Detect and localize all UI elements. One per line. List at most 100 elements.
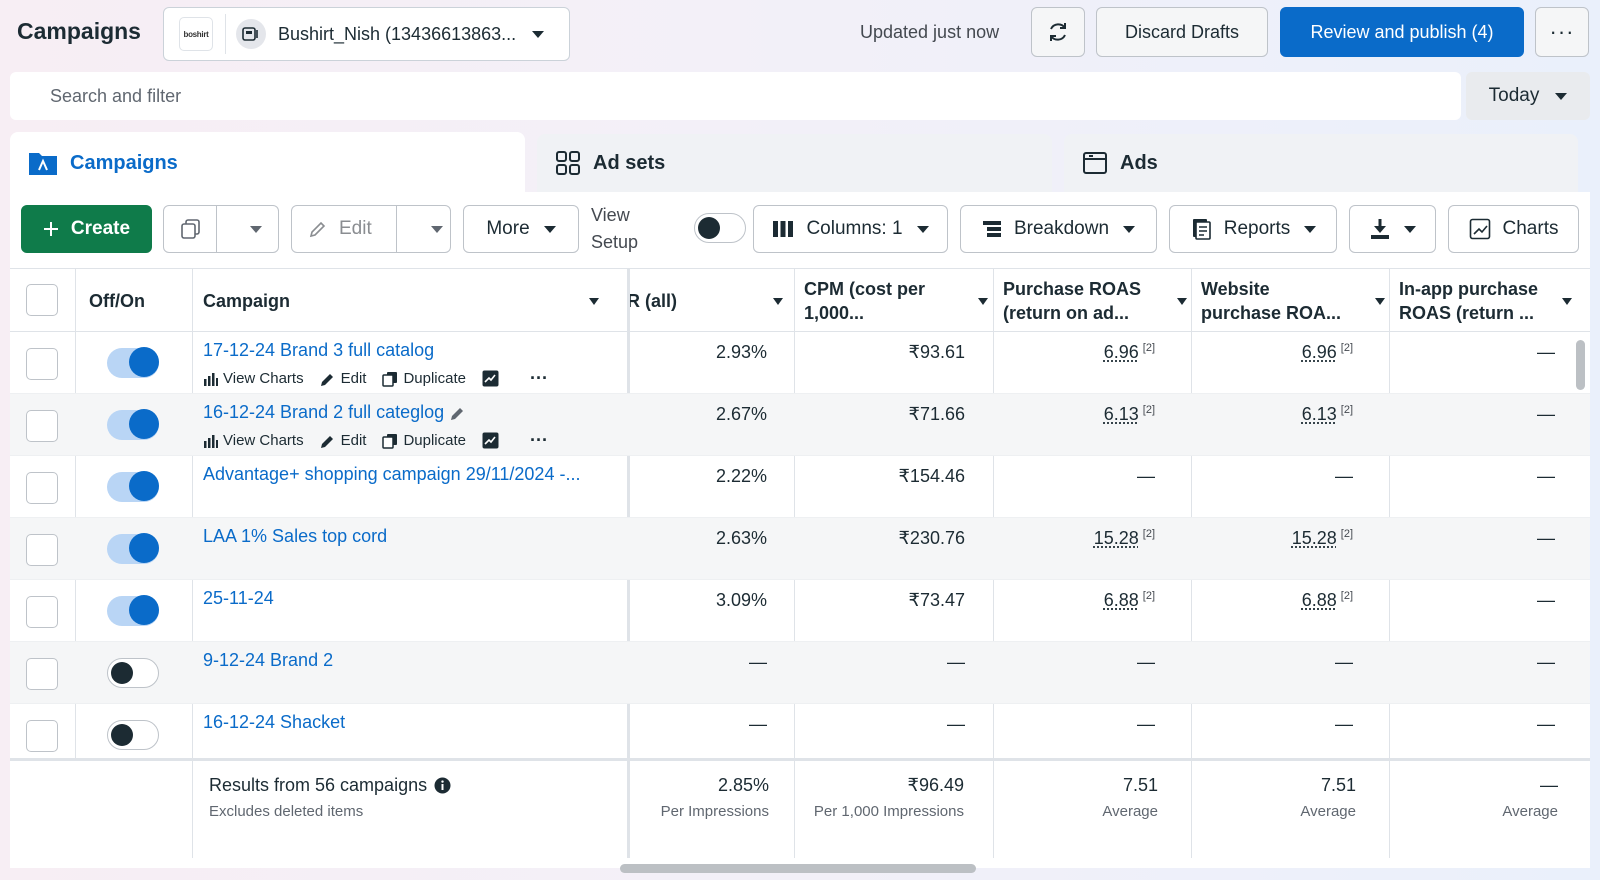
cell-inapp-roas: —	[1537, 714, 1555, 734]
open-insights-action[interactable]	[482, 370, 504, 387]
table-row[interactable]: Advantage+ shopping campaign 29/11/2024 …	[10, 456, 1590, 518]
horizontal-scrollbar[interactable]	[620, 864, 976, 873]
table-row[interactable]: 16-12-24 Shacket — — — — —	[10, 704, 1590, 766]
search-filter-bar[interactable]: Search and filter	[10, 72, 1461, 120]
reports-dropdown[interactable]: Reports	[1169, 205, 1337, 253]
campaign-toggle[interactable]	[107, 720, 159, 750]
campaign-name-link[interactable]: 16-12-24 Brand 2 full categlog	[203, 402, 466, 423]
col-header-ctr[interactable]: R (all)	[627, 269, 797, 333]
discard-drafts-button[interactable]: Discard Drafts	[1096, 7, 1268, 57]
cell-purchase-roas: 15.28 [2]	[1094, 528, 1155, 549]
footnote-marker: [2]	[1340, 404, 1353, 416]
grid-icon	[555, 150, 581, 176]
footnote-marker: [2]	[1340, 528, 1353, 540]
account-selector[interactable]: boshirt Bushirt_Nish (13436613863...	[163, 7, 570, 61]
row-checkbox[interactable]	[26, 472, 58, 504]
duplicate-action[interactable]: Duplicate	[382, 432, 466, 449]
column-divider	[75, 268, 76, 758]
row-checkbox[interactable]	[26, 534, 58, 566]
open-insights-action[interactable]	[482, 432, 504, 449]
footnote-marker: [2]	[1340, 590, 1353, 602]
pencil-icon	[309, 221, 326, 238]
breakdown-label: Breakdown	[1013, 218, 1110, 239]
col-header-cpm-line2: 1,000...	[804, 303, 865, 323]
col-header-wroas-line1: Website	[1201, 279, 1270, 299]
campaign-name-link[interactable]: 16-12-24 Shacket	[203, 712, 346, 732]
breakdown-dropdown[interactable]: Breakdown	[960, 205, 1157, 253]
col-header-campaign[interactable]: Campaign	[203, 269, 613, 333]
pencil-icon[interactable]	[450, 405, 466, 421]
cell-ctr: 3.09%	[715, 590, 767, 610]
charts-button[interactable]: Charts	[1448, 205, 1579, 253]
duplicate-action[interactable]: Duplicate	[382, 370, 466, 387]
campaign-name-link[interactable]: Advantage+ shopping campaign 29/11/2024 …	[203, 464, 581, 484]
table-row[interactable]: 16-12-24 Brand 2 full categlog View Char…	[10, 394, 1590, 456]
edit-action[interactable]: Edit	[320, 370, 366, 387]
export-dropdown[interactable]	[1349, 205, 1436, 253]
cell-inapp-roas: —	[1537, 652, 1555, 672]
tab-campaigns[interactable]: Campaigns	[10, 132, 525, 194]
more-dropdown[interactable]: More	[463, 205, 579, 253]
summary-website-roas: 7.51	[1320, 775, 1356, 795]
date-range-dropdown[interactable]: Today	[1466, 72, 1590, 120]
col-header-website-roas[interactable]: Website purchase ROA...	[1201, 269, 1399, 333]
table-row[interactable]: 25-11-24 3.09% ₹73.47 6.88 [2] 6.88 [2] —	[10, 580, 1590, 642]
footnote-marker: [2]	[1340, 342, 1353, 354]
col-header-offon: Off/On	[89, 291, 145, 311]
review-publish-button[interactable]: Review and publish (4)	[1280, 7, 1524, 57]
cell-purchase-roas: —	[1137, 714, 1155, 734]
tab-ads[interactable]: Ads	[1064, 134, 1578, 192]
view-setup-toggle[interactable]	[694, 213, 746, 243]
trend-icon	[482, 370, 499, 387]
table-row[interactable]: LAA 1% Sales top cord 2.63% ₹230.76 15.2…	[10, 518, 1590, 580]
view-charts-action[interactable]: View Charts	[203, 370, 304, 387]
info-icon[interactable]	[434, 777, 451, 794]
duplicate-split-button[interactable]	[163, 205, 279, 253]
summary-cpm-label: Per 1,000 Impressions	[813, 803, 964, 820]
campaign-toggle[interactable]	[107, 409, 159, 440]
refresh-button[interactable]	[1031, 7, 1085, 57]
table-row[interactable]: 17-12-24 Brand 3 full catalog View Chart…	[10, 332, 1590, 394]
campaign-name-link[interactable]: LAA 1% Sales top cord	[203, 526, 388, 546]
columns-dropdown[interactable]: Columns: 1	[753, 205, 948, 253]
campaign-toggle[interactable]	[107, 347, 159, 378]
create-button[interactable]: Create	[21, 205, 152, 253]
campaign-toggle[interactable]	[107, 595, 159, 626]
row-checkbox[interactable]	[26, 596, 58, 628]
row-checkbox[interactable]	[26, 658, 58, 690]
campaign-toggle[interactable]	[107, 533, 159, 564]
edit-label: Edit	[339, 218, 372, 239]
edit-action-label: Edit	[340, 432, 367, 449]
cell-cpm: —	[947, 652, 965, 672]
reports-icon	[1192, 219, 1211, 240]
row-more-icon[interactable]: ···	[530, 430, 548, 450]
row-checkbox[interactable]	[26, 410, 58, 442]
campaign-name-link[interactable]: 17-12-24 Brand 3 full catalog	[203, 340, 435, 360]
tab-ad-sets[interactable]: Ad sets	[537, 134, 1052, 192]
select-all-checkbox[interactable]	[26, 284, 58, 316]
campaign-toggle[interactable]	[107, 658, 159, 688]
col-header-campaign-label: Campaign	[203, 291, 291, 311]
col-header-cpm[interactable]: CPM (cost per 1,000...	[804, 269, 1002, 333]
campaign-name-link[interactable]: 25-11-24	[203, 588, 274, 608]
edit-action[interactable]: Edit	[320, 432, 367, 449]
cell-cpm: ₹230.76	[898, 528, 965, 548]
row-more-icon[interactable]: ···	[530, 368, 548, 388]
col-header-purchase-roas[interactable]: Purchase ROAS (return on ad...	[1003, 269, 1201, 333]
campaign-name-link[interactable]: 9-12-24 Brand 2	[203, 650, 334, 670]
cell-cpm: ₹93.61	[908, 342, 966, 362]
folder-icon	[28, 150, 58, 176]
account-divider	[225, 14, 226, 54]
edit-split-button[interactable]: Edit	[291, 205, 451, 253]
col-header-inapp-roas[interactable]: In-app purchase ROAS (return ...	[1399, 269, 1590, 333]
row-checkbox[interactable]	[26, 720, 58, 752]
table-row[interactable]: 9-12-24 Brand 2 — — — — —	[10, 642, 1590, 704]
row-checkbox[interactable]	[26, 348, 58, 380]
more-options-button[interactable]: ···	[1535, 7, 1589, 57]
col-header-wroas-line2: purchase ROA...	[1201, 303, 1342, 323]
view-charts-action[interactable]: View Charts	[203, 432, 304, 449]
campaign-toggle[interactable]	[107, 471, 159, 502]
purchase-roas-value: 6.88	[1103, 590, 1139, 610]
vertical-scrollbar[interactable]	[1576, 340, 1585, 390]
cell-cpm: ₹71.66	[908, 404, 966, 424]
